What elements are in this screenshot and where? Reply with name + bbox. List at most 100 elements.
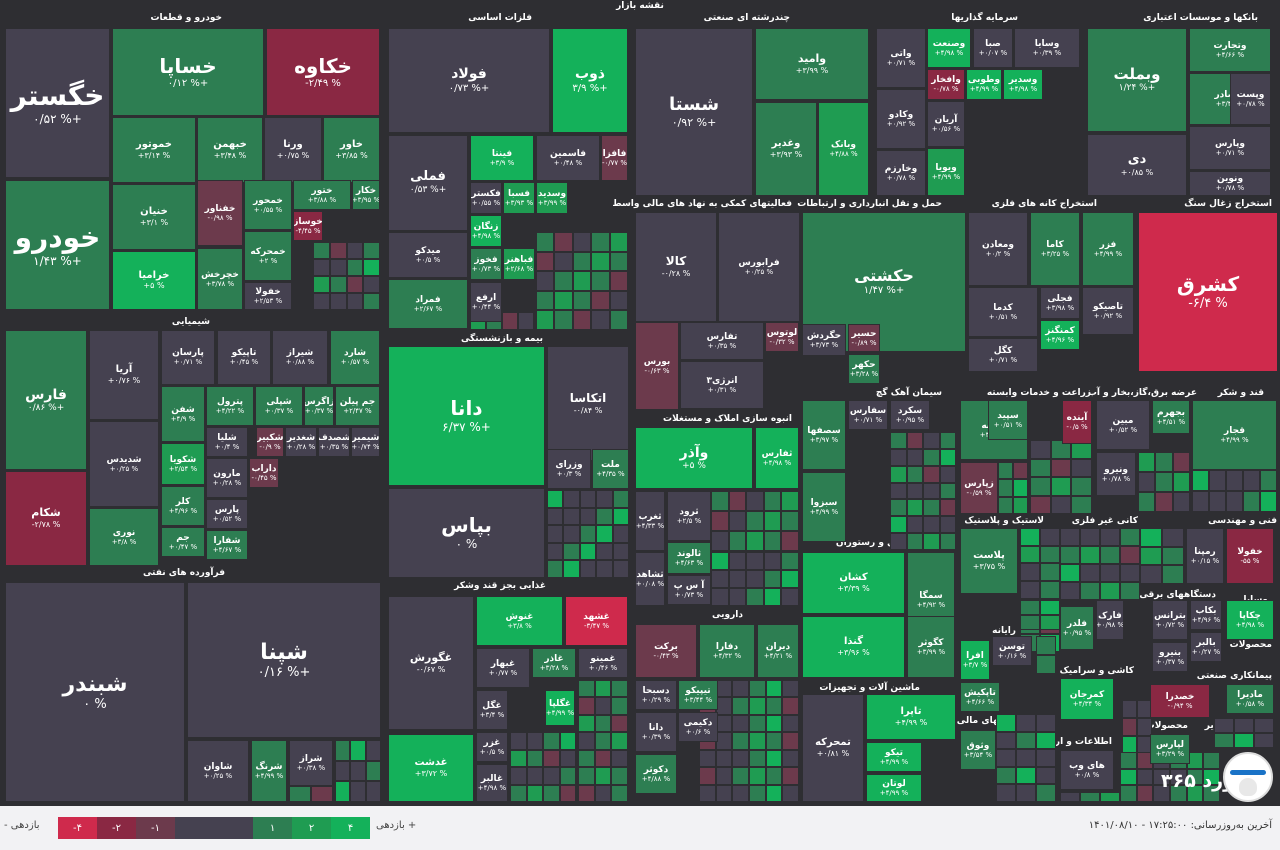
treemap-cell[interactable] — [554, 271, 573, 291]
treemap-cell[interactable] — [1071, 477, 1092, 496]
treemap-cell[interactable] — [1155, 452, 1173, 472]
treemap-cell[interactable] — [1030, 477, 1051, 496]
treemap-cell[interactable] — [749, 697, 766, 715]
treemap-cell[interactable] — [591, 232, 610, 252]
stock-tile[interactable]: فخوز +۰/۷۳ % — [470, 248, 502, 280]
stock-tile[interactable]: آریان +۰/۵۶ % — [927, 101, 965, 147]
treemap-cell[interactable] — [939, 448, 956, 466]
treemap-cell[interactable] — [715, 714, 733, 733]
treemap-cell[interactable] — [559, 767, 576, 785]
stock-tile[interactable]: خوساز -۴/۴۵ % — [293, 211, 323, 241]
stock-tile[interactable]: سفارس +۰/۷۱ % — [848, 400, 888, 430]
treemap-cell[interactable] — [1016, 731, 1036, 750]
stock-tile[interactable]: خساپا ۰/۱۲ %+ — [112, 28, 264, 116]
stock-tile[interactable]: بنیرو +۰/۳۷ % — [1152, 642, 1188, 672]
treemap-cell[interactable] — [1080, 546, 1100, 564]
treemap-cell[interactable] — [763, 552, 782, 570]
treemap-cell[interactable] — [510, 732, 527, 750]
treemap-cell[interactable] — [1243, 470, 1260, 491]
treemap-cell[interactable] — [1260, 470, 1277, 491]
treemap-cell[interactable] — [781, 511, 799, 531]
treemap-cell[interactable] — [559, 732, 576, 750]
treemap-cell[interactable] — [728, 511, 747, 531]
treemap-cell[interactable] — [611, 714, 628, 733]
treemap-cell[interactable] — [1226, 491, 1243, 512]
treemap-cell[interactable] — [1036, 766, 1056, 785]
treemap-cell[interactable] — [1020, 545, 1040, 564]
treemap-cell[interactable] — [335, 740, 351, 761]
stock-tile[interactable]: خگستر ۰/۵۲ %+ — [5, 28, 110, 178]
stock-tile[interactable]: خنیان +۳/۱ % — [112, 184, 196, 250]
stock-tile[interactable]: دانا +۰/۳۹ % — [635, 712, 677, 752]
stock-tile[interactable]: ثرود +۲/۵ % — [667, 491, 711, 541]
stock-tile[interactable]: وتجارت +۴/۶۶ % — [1189, 28, 1271, 72]
stock-tile[interactable]: غگل +۳/۴ % — [476, 690, 508, 730]
stock-tile[interactable]: خودرو ۱/۴۳ %+ — [5, 180, 110, 310]
treemap-cell[interactable] — [906, 499, 923, 517]
stock-tile[interactable]: ثالوند +۴/۶۳ % — [667, 542, 711, 574]
stock-tile[interactable]: سبزوا +۴/۹۹ % — [802, 472, 846, 542]
treemap-cell[interactable] — [765, 749, 783, 768]
stock-tile[interactable]: غاذر +۳/۲۸ % — [532, 648, 576, 678]
treemap-cell[interactable] — [781, 552, 799, 570]
treemap-cell[interactable] — [611, 732, 628, 750]
stock-tile[interactable]: شارد +۰/۵۷ % — [330, 330, 380, 385]
treemap-cell[interactable] — [329, 242, 347, 259]
treemap-cell[interactable] — [765, 680, 783, 698]
treemap-cell[interactable] — [1120, 582, 1140, 600]
stock-tile[interactable]: بجهرم +۴/۵۱ % — [1152, 400, 1190, 434]
treemap-cell[interactable] — [1186, 785, 1204, 802]
treemap-cell[interactable] — [782, 680, 799, 698]
treemap-cell[interactable] — [591, 271, 610, 291]
treemap-cell[interactable] — [746, 552, 764, 570]
treemap-cell[interactable] — [335, 781, 351, 802]
treemap-cell[interactable] — [763, 491, 782, 511]
treemap-cell[interactable] — [554, 310, 573, 330]
treemap-cell[interactable] — [350, 781, 366, 802]
stock-tile[interactable]: وطوبی +۴/۹۹ % — [966, 69, 1002, 100]
stock-tile[interactable]: آ س پ +۰/۷۳ % — [667, 575, 711, 605]
treemap-cell[interactable] — [1060, 528, 1080, 546]
treemap-cell[interactable] — [536, 290, 555, 311]
stock-tile[interactable]: دیران +۴/۲۱ % — [757, 624, 799, 678]
treemap-cell[interactable] — [596, 542, 613, 561]
stock-tile[interactable]: ورنا +۰/۷۵ % — [264, 117, 322, 183]
treemap-cell[interactable] — [1020, 581, 1040, 599]
treemap-cell[interactable] — [578, 767, 595, 785]
treemap-cell[interactable] — [782, 784, 799, 802]
treemap-cell[interactable] — [996, 731, 1016, 750]
treemap-cell[interactable] — [578, 714, 595, 733]
treemap-cell[interactable] — [596, 490, 613, 508]
stock-tile[interactable]: فرابورس +۰/۲۵ % — [718, 212, 800, 322]
stock-tile[interactable]: جم پیلن +۲/۴۷ % — [335, 386, 380, 426]
stock-tile[interactable]: های وب +۰/۸ % — [1060, 750, 1114, 790]
treemap-cell[interactable] — [923, 482, 940, 500]
stock-tile[interactable]: وبملت ۱/۲۴ %+ — [1087, 28, 1187, 132]
stock-tile[interactable]: کالا -۰/۲۸ % — [635, 212, 717, 322]
stock-tile[interactable]: وآذر +۵ % — [635, 427, 753, 489]
stock-tile[interactable]: ثغرب +۴/۳۳ % — [635, 491, 665, 551]
treemap-cell[interactable] — [313, 276, 330, 293]
treemap-cell[interactable] — [311, 786, 333, 802]
stock-tile[interactable]: نوری +۳/۸ % — [89, 508, 159, 566]
treemap-cell[interactable] — [1060, 792, 1080, 802]
treemap-cell[interactable] — [1122, 700, 1137, 718]
stock-tile[interactable]: فباهنر +۲/۶۸ % — [503, 248, 535, 280]
treemap-cell[interactable] — [728, 552, 747, 570]
treemap-cell[interactable] — [572, 232, 592, 252]
treemap-cell[interactable] — [335, 760, 351, 782]
treemap-cell[interactable] — [1186, 768, 1204, 786]
treemap-cell[interactable] — [732, 680, 749, 698]
stock-tile[interactable]: شصدف +۰/۳۵ % — [318, 427, 350, 457]
treemap-cell[interactable] — [1243, 491, 1260, 512]
treemap-cell[interactable] — [612, 542, 629, 561]
stock-tile[interactable]: پلاست +۳/۷۵ % — [960, 528, 1018, 594]
treemap-cell[interactable] — [749, 714, 766, 733]
treemap-cell[interactable] — [329, 276, 347, 293]
treemap-cell[interactable] — [765, 732, 783, 750]
treemap-cell[interactable] — [350, 760, 366, 782]
stock-tile[interactable]: شفارا +۴/۶۷ % — [206, 530, 248, 560]
treemap-cell[interactable] — [699, 749, 716, 768]
stock-tile[interactable]: ثشاهد +۰/۰۸ % — [635, 552, 665, 606]
treemap-cell[interactable] — [781, 570, 799, 588]
